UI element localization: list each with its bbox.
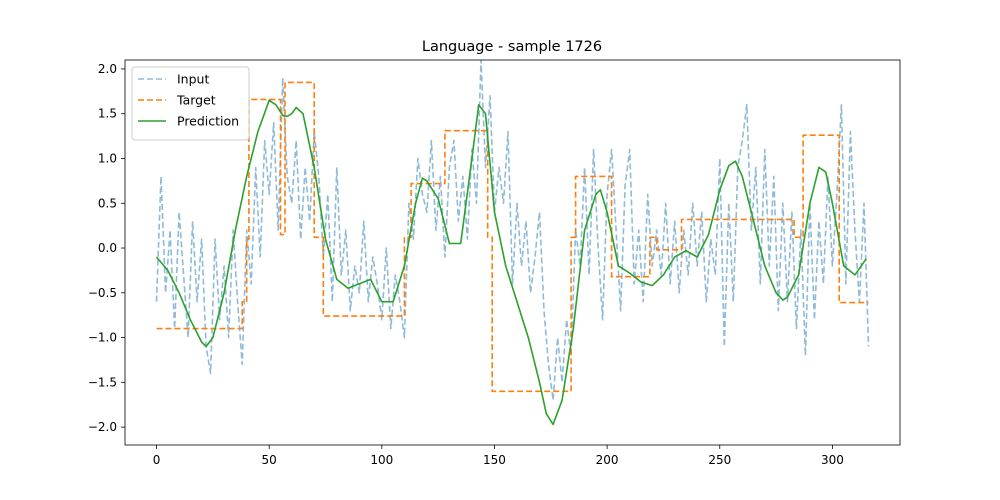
chart-title: Language - sample 1726	[422, 39, 602, 55]
plot-frame	[124, 59, 901, 446]
y-tick-label: −0.5	[88, 286, 117, 300]
y-tick-label: 0.5	[98, 196, 117, 210]
legend: Input Target Prediction	[131, 66, 250, 141]
y-tick-label: −1.5	[88, 375, 117, 389]
plot-area	[125, 60, 900, 445]
x-tick-label: 0	[153, 453, 161, 467]
x-tick-label: 50	[262, 453, 277, 467]
y-axis: −2.0 −1.5 −1.0 −0.5 0.0 0.5 1.0 1.5 2.0	[88, 62, 125, 434]
x-tick-label: 150	[483, 453, 506, 467]
x-tick-label: 250	[708, 453, 731, 467]
legend-label-target: Target	[176, 93, 216, 108]
x-tick-label: 200	[596, 453, 619, 467]
x-tick-label: 100	[370, 453, 393, 467]
y-tick-label: −1.0	[88, 331, 117, 345]
x-tick-label: 300	[821, 453, 844, 467]
y-tick-label: −2.0	[88, 420, 117, 434]
legend-label-prediction: Prediction	[177, 114, 239, 129]
x-axis: 0 50 100 150 200 250 300	[153, 445, 844, 467]
y-tick-label: 1.0	[98, 151, 117, 165]
series-layer	[155, 60, 870, 426]
y-tick-label: 2.0	[98, 62, 117, 76]
series-line-target	[156, 81, 869, 393]
legend-label-input: Input	[177, 72, 209, 87]
y-tick-label: 1.5	[98, 107, 117, 121]
y-tick-label: 0.0	[98, 241, 117, 255]
series-line-input	[155, 60, 870, 402]
series-line-prediction	[155, 99, 867, 426]
